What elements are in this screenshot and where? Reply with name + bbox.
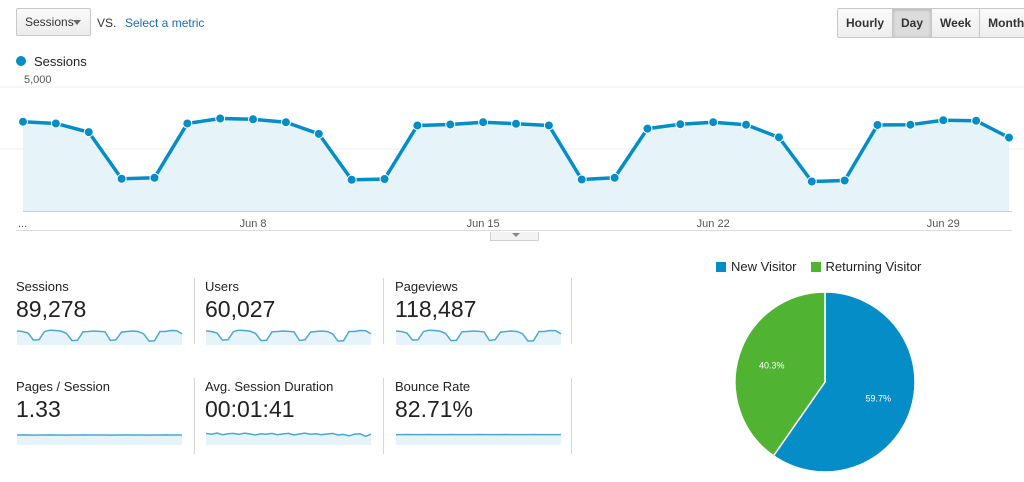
avg-session-duration-value: 00:01:41 xyxy=(205,396,295,422)
pageviews-value: 118,487 xyxy=(395,296,477,322)
data-point[interactable] xyxy=(806,176,817,187)
users-label: Users xyxy=(205,279,239,294)
avg-session-duration-label: Avg. Session Duration xyxy=(205,379,334,394)
pageviews-label: Pageviews xyxy=(395,279,458,294)
vs-label: VS. xyxy=(97,16,117,30)
pages-per-session-sparkline xyxy=(17,434,182,445)
x-tick-label: Jun 29 xyxy=(927,218,960,230)
day-button[interactable]: Day xyxy=(893,9,933,37)
returning-visitor-slice[interactable] xyxy=(734,291,826,457)
data-point[interactable] xyxy=(576,174,587,185)
sessions-area xyxy=(23,118,1009,211)
divider xyxy=(571,378,572,454)
week-button[interactable]: Week xyxy=(932,9,981,37)
sessions-label: Sessions xyxy=(16,279,69,294)
granularity-toggle: Hourly Day Week Month xyxy=(837,8,1024,38)
new-visitor-legend-swatch xyxy=(716,261,726,272)
data-point[interactable] xyxy=(116,173,127,184)
returning-visitor-legend-swatch xyxy=(810,261,821,272)
pages-per-session-label: Pages / Session xyxy=(16,379,110,394)
divider xyxy=(383,278,384,344)
data-point[interactable] xyxy=(379,174,390,185)
chevron-down-icon xyxy=(73,20,81,25)
new-visitor-slice-label: 59.7% xyxy=(865,394,891,404)
bounce-rate-label: Bounce Rate xyxy=(395,379,471,394)
data-point[interactable] xyxy=(609,172,620,183)
data-point[interactable] xyxy=(215,113,226,124)
month-button[interactable]: Month xyxy=(980,9,1024,37)
data-point[interactable] xyxy=(1004,132,1014,143)
data-point[interactable] xyxy=(182,118,193,129)
data-point[interactable] xyxy=(313,128,324,139)
chevron-down-icon xyxy=(512,233,520,237)
users-scorecard[interactable]: Users 60,027 xyxy=(205,279,375,355)
pages-per-session-scorecard[interactable]: Pages / Session 1.33 xyxy=(16,379,186,455)
x-tick-label: Jun 22 xyxy=(697,218,730,230)
metric-select-value: Sessions xyxy=(25,15,74,29)
data-point[interactable] xyxy=(708,117,719,128)
avg-session-duration-sparkline xyxy=(206,432,372,445)
pageviews-sparkline xyxy=(396,329,562,345)
data-point[interactable] xyxy=(248,114,259,125)
sessions-legend-label[interactable]: Sessions xyxy=(34,54,87,69)
data-point[interactable] xyxy=(741,119,752,130)
data-point[interactable] xyxy=(346,174,357,185)
visitor-type-pie-chart[interactable]: 59.7% 40.3% xyxy=(725,282,925,482)
data-point[interactable] xyxy=(83,127,94,138)
data-point[interactable] xyxy=(675,119,686,130)
new-visitor-slice[interactable] xyxy=(772,291,916,473)
data-point[interactable] xyxy=(773,132,784,143)
data-point[interactable] xyxy=(50,118,61,129)
y-tick-label: 5,000 xyxy=(24,74,52,86)
data-point[interactable] xyxy=(149,172,160,183)
data-point[interactable] xyxy=(971,115,982,126)
collapse-chart-toggle[interactable] xyxy=(490,232,539,241)
sessions-value: 89,278 xyxy=(16,296,87,322)
pages-per-session-value: 1.33 xyxy=(16,396,61,422)
sessions-legend-marker xyxy=(16,56,26,66)
bounce-rate-sparkline xyxy=(396,433,561,445)
new-visitor-legend-label[interactable]: New Visitor xyxy=(731,259,797,274)
data-point[interactable] xyxy=(872,119,883,130)
divider xyxy=(571,278,572,344)
users-value: 60,027 xyxy=(205,296,276,322)
users-sparkline xyxy=(206,329,372,345)
sessions-scorecard[interactable]: Sessions 89,278 xyxy=(16,279,186,355)
data-point[interactable] xyxy=(543,120,554,131)
pie-legend: New Visitor Returning Visitor xyxy=(716,259,921,274)
data-point[interactable] xyxy=(18,116,28,127)
sessions-sparkline xyxy=(17,329,183,345)
returning-visitor-legend-label[interactable]: Returning Visitor xyxy=(825,259,922,274)
hourly-button[interactable]: Hourly xyxy=(838,9,894,37)
data-point[interactable] xyxy=(642,123,653,134)
bounce-rate-scorecard[interactable]: Bounce Rate 82.71% xyxy=(395,379,565,455)
returning-visitor-slice-label: 40.3% xyxy=(759,360,785,370)
bounce-rate-value: 82.71% xyxy=(395,396,474,422)
x-tick-label: Jun 8 xyxy=(240,218,267,230)
data-point[interactable] xyxy=(445,119,456,130)
data-point[interactable] xyxy=(938,115,949,126)
data-point[interactable] xyxy=(905,119,916,130)
avg-session-duration-scorecard[interactable]: Avg. Session Duration 00:01:41 xyxy=(205,379,375,455)
select-metric-link[interactable]: Select a metric xyxy=(125,16,205,30)
divider xyxy=(194,278,195,344)
data-point[interactable] xyxy=(280,117,291,128)
x-tick-label: ... xyxy=(18,218,27,230)
metric-select[interactable]: Sessions xyxy=(16,8,91,36)
divider xyxy=(383,378,384,454)
data-point[interactable] xyxy=(478,117,489,128)
divider xyxy=(194,378,195,454)
pageviews-scorecard[interactable]: Pageviews 118,487 xyxy=(395,279,565,355)
data-point[interactable] xyxy=(839,175,850,186)
x-tick-label: Jun 15 xyxy=(467,218,500,230)
data-point[interactable] xyxy=(412,120,423,131)
data-point[interactable] xyxy=(511,118,521,129)
